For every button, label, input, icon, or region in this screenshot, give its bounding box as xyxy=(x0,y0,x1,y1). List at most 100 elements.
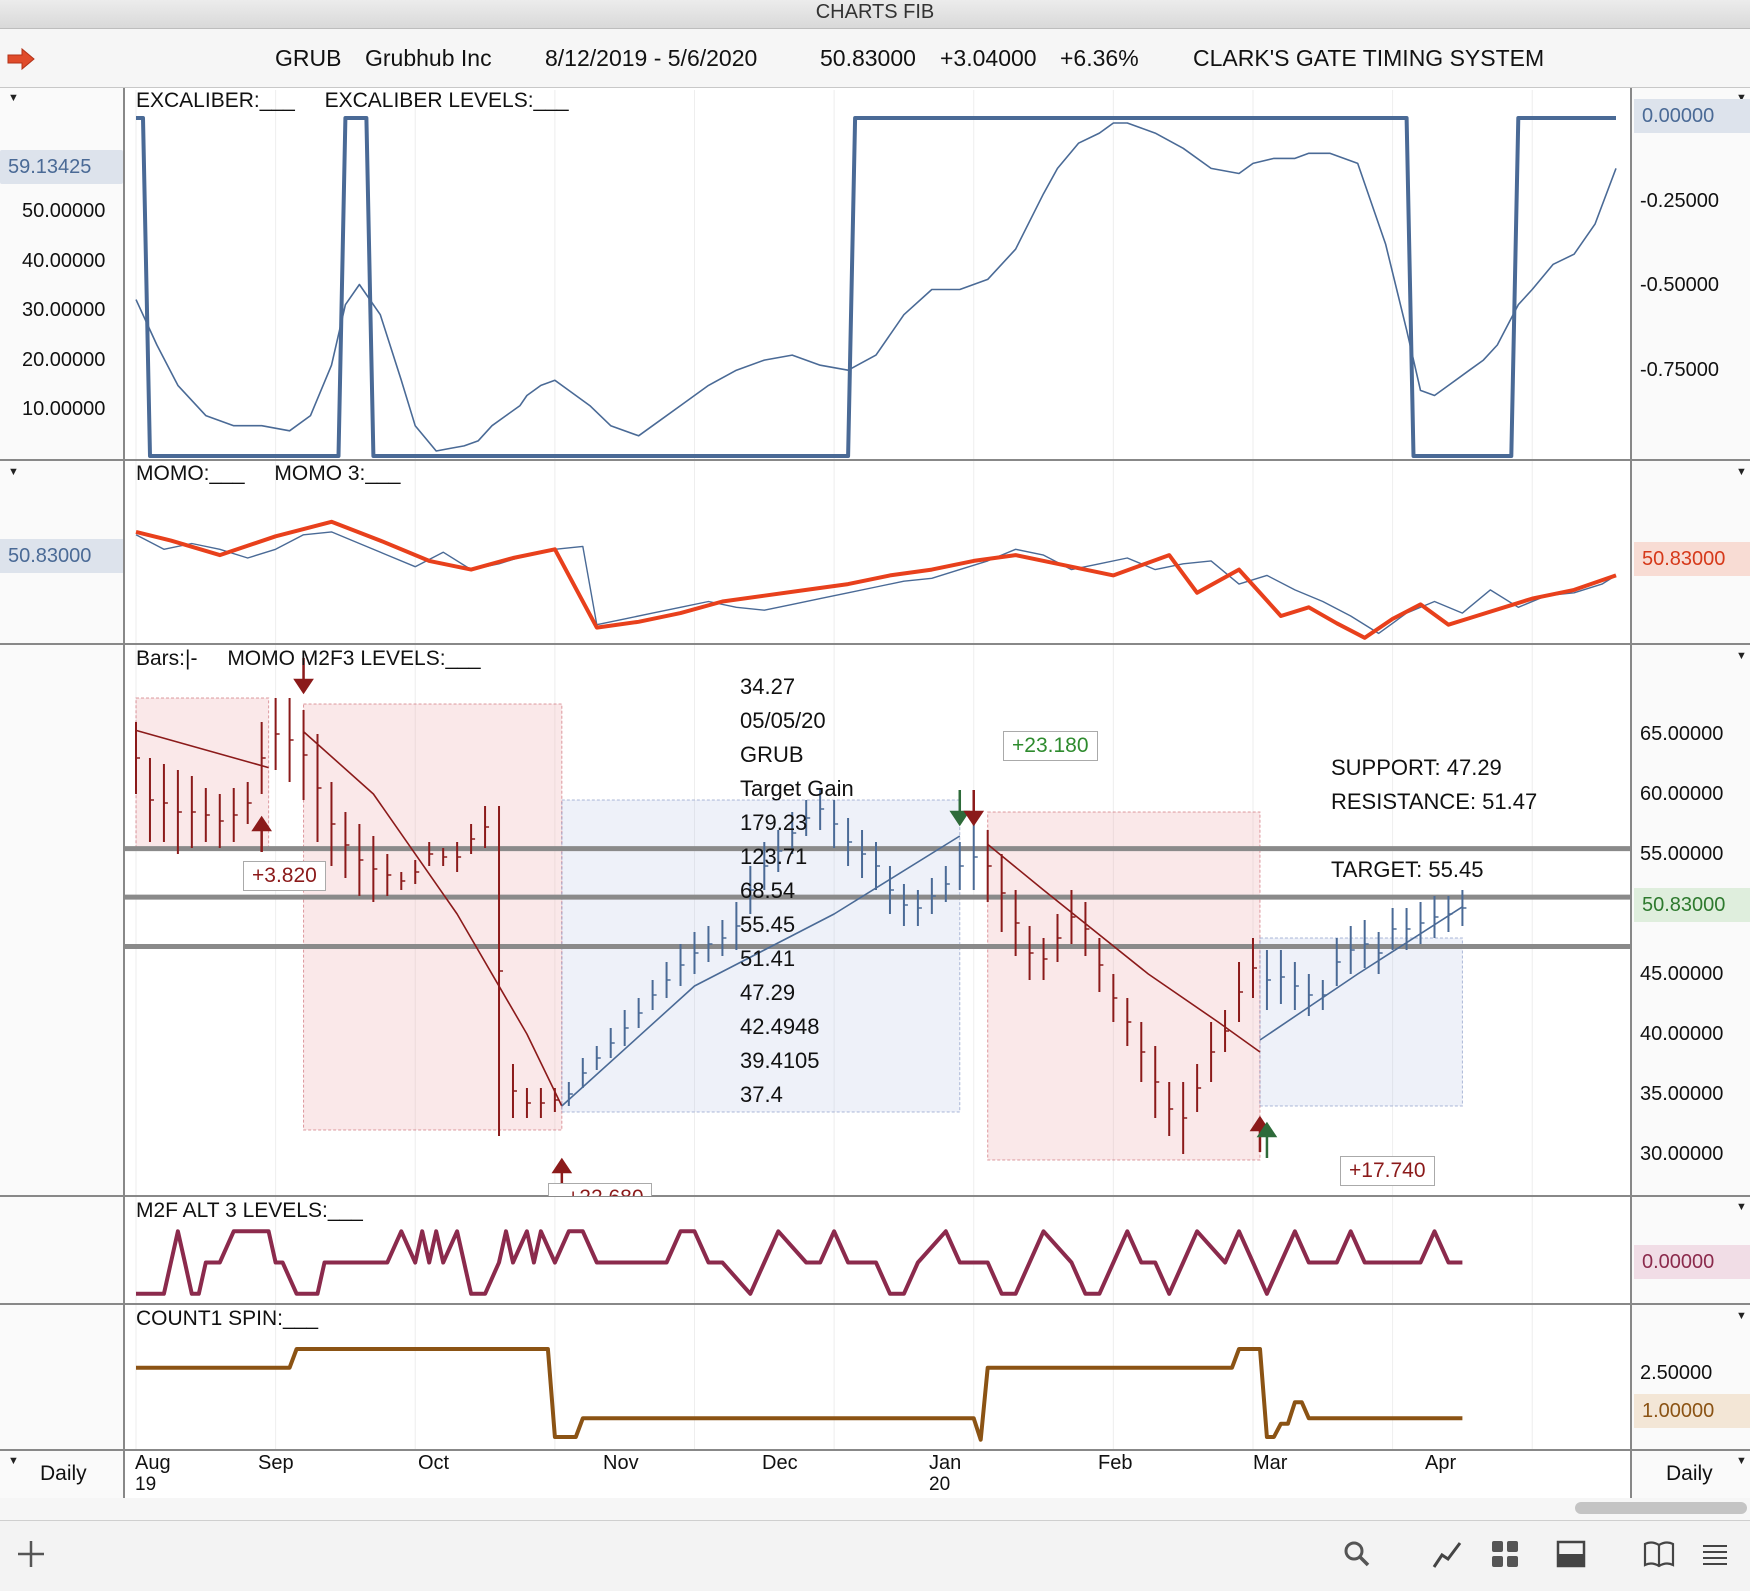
period-selector-left[interactable]: Daily xyxy=(40,1462,87,1485)
trend-line xyxy=(302,731,563,1107)
legend-entry: MOMO M2F3 LEVELS:___ xyxy=(227,647,481,670)
scrollbar-thumb[interactable] xyxy=(1575,1502,1747,1514)
month-label: Aug xyxy=(135,1452,171,1474)
momo-line xyxy=(135,519,1617,640)
excaliber-value-badge: 59.13425 xyxy=(0,150,123,184)
right-tick-label: 45.00000 xyxy=(1640,963,1724,985)
date-range: 8/12/2019 - 5/6/2020 xyxy=(545,45,758,71)
month-label: Jan xyxy=(929,1452,962,1474)
legend-entry: MOMO 3:___ xyxy=(274,462,401,485)
momo3-line xyxy=(135,531,1617,635)
pane-divider xyxy=(0,1449,1750,1451)
month-label: Dec xyxy=(762,1452,798,1474)
period-menu-icon[interactable]: ▼ xyxy=(1736,1455,1747,1467)
axis-divider xyxy=(123,88,125,1498)
grid-icon[interactable] xyxy=(1488,1537,1522,1571)
month-label: Apr xyxy=(1425,1452,1457,1474)
resistance-label: RESISTANCE: 51.47 xyxy=(1331,789,1538,814)
signal-label: +3.820 xyxy=(243,861,326,891)
chart-plot-area xyxy=(124,90,1630,1449)
fib-level: 47.29 xyxy=(740,980,796,1005)
last-price: 50.83000 xyxy=(820,45,916,71)
fib-level: GRUB xyxy=(740,742,804,767)
legend-entry: MOMO:___ xyxy=(136,462,245,485)
pane-menu-icon[interactable]: ▼ xyxy=(8,92,19,104)
right-tick-label: -0.75000 xyxy=(1640,359,1719,381)
month-label: Sep xyxy=(258,1452,294,1474)
month-label: Mar xyxy=(1253,1452,1288,1474)
search-icon[interactable] xyxy=(1340,1537,1374,1571)
target-label: TARGET: 55.45 xyxy=(1331,857,1484,882)
window-title: CHARTS FIB xyxy=(0,0,1750,29)
company-name: Grubhub Inc xyxy=(365,45,492,71)
momo-value-badge: 50.83000 xyxy=(1634,542,1750,576)
system-name: CLARK'S GATE TIMING SYSTEM xyxy=(1193,45,1545,71)
fib-levels-list: 34.27 05/05/20 GRUB Target Gain 179.23 123.71… xyxy=(740,670,854,1112)
book-icon[interactable] xyxy=(1642,1537,1676,1571)
m2f-value-badge: 0.00000 xyxy=(1634,1245,1750,1279)
pane-divider xyxy=(0,1303,1750,1305)
price-change-pct: +6.36% xyxy=(1060,45,1139,71)
pane-divider xyxy=(0,459,1750,461)
signal-region xyxy=(561,799,961,1113)
fib-level: 39.4105 xyxy=(740,1048,820,1073)
pane-menu-icon[interactable]: ▼ xyxy=(8,466,19,478)
excaliber-levels-line xyxy=(136,116,1616,458)
period-selector-right[interactable]: Daily xyxy=(1666,1462,1713,1485)
bottom-toolbar xyxy=(0,1520,1750,1591)
sell-arrow-icon xyxy=(293,658,314,695)
panel-icon[interactable] xyxy=(1554,1537,1588,1571)
right-tick-label: 35.00000 xyxy=(1640,1083,1724,1105)
period-menu-icon[interactable]: ▼ xyxy=(8,1455,19,1467)
pane-menu-icon[interactable]: ▼ xyxy=(1736,650,1747,662)
signal-region xyxy=(1259,937,1463,1107)
axis-divider xyxy=(1630,88,1632,1498)
legend-entry: EXCALIBER:___ xyxy=(136,89,295,112)
left-tick-label: 20.00000 xyxy=(22,349,106,371)
right-tick-label: 60.00000 xyxy=(1640,783,1724,805)
year-label: 19 xyxy=(135,1474,157,1495)
fib-level: 68.54 xyxy=(740,878,796,903)
pane-menu-icon[interactable]: ▼ xyxy=(1736,1201,1747,1213)
excaliber-levels-badge: 0.00000 xyxy=(1634,99,1750,133)
left-tick-label: 40.00000 xyxy=(22,250,106,272)
pane-menu-icon[interactable]: ▼ xyxy=(1736,92,1747,104)
signal-label-clipped: +22.680 xyxy=(548,1183,652,1196)
fib-level: 123.71 xyxy=(740,844,808,869)
trend-line xyxy=(1259,906,1463,1041)
m2f-alt-line xyxy=(136,1229,1463,1296)
month-label: Nov xyxy=(603,1452,639,1474)
signal-label: +23.180 xyxy=(1003,731,1098,761)
count1-value-badge: 1.00000 xyxy=(1634,1394,1750,1428)
right-tick-label: 2.50000 xyxy=(1640,1362,1713,1384)
bars-legend: Bars:|- MOMO M2F3 LEVELS:___ xyxy=(136,647,481,671)
legend-entry: Bars:|- xyxy=(136,647,198,670)
signal-label: +17.740 xyxy=(1340,1156,1435,1186)
buy-arrow-icon xyxy=(251,815,272,852)
signal-region xyxy=(987,811,1261,1161)
right-tick-label: 30.00000 xyxy=(1640,1143,1724,1165)
signal-region xyxy=(135,697,270,849)
buy-arrow-icon xyxy=(1256,1121,1278,1158)
symbol-ticker: GRUB xyxy=(275,45,342,71)
right-tick-label: 40.00000 xyxy=(1640,1023,1724,1045)
pane-menu-icon[interactable]: ▼ xyxy=(1736,466,1747,478)
fib-level: 42.4948 xyxy=(740,1014,820,1039)
right-tick-label: 65.00000 xyxy=(1640,723,1724,745)
fib-level: Target Gain xyxy=(740,776,854,801)
excaliber-legend: EXCALIBER:___ EXCALIBER LEVELS:___ xyxy=(136,89,569,113)
right-tick-label: -0.25000 xyxy=(1640,190,1719,212)
year-label: 20 xyxy=(929,1474,951,1495)
sell-arrow-icon xyxy=(949,790,971,827)
price-change: +3.04000 xyxy=(940,45,1037,71)
chart-line-icon[interactable] xyxy=(1430,1537,1464,1571)
symbol-header: GRUB Grubhub Inc 8/12/2019 - 5/6/2020 50… xyxy=(0,29,1750,88)
fib-level: 37.4 xyxy=(740,1082,783,1107)
left-tick-label: 30.00000 xyxy=(22,299,106,321)
pane-menu-icon[interactable]: ▼ xyxy=(1736,1310,1747,1322)
red-arrow-icon[interactable] xyxy=(6,47,36,71)
horizontal-scrollbar[interactable] xyxy=(0,1498,1750,1520)
add-icon[interactable] xyxy=(14,1537,48,1571)
m2f-legend: M2F ALT 3 LEVELS:___ xyxy=(136,1199,363,1222)
menu-icon[interactable] xyxy=(1698,1537,1732,1571)
